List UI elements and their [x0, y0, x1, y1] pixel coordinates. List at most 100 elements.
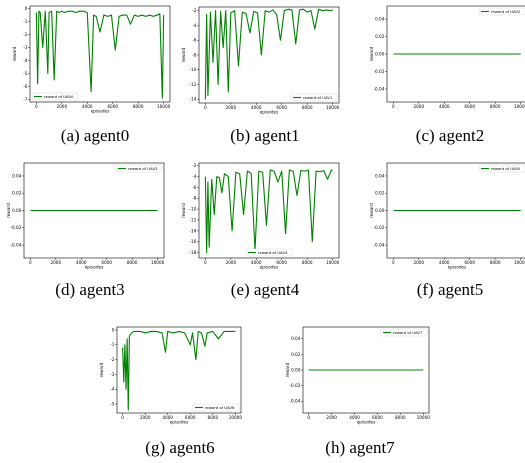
x-tick-label: 2000	[413, 104, 424, 109]
x-tick-label: 0	[204, 105, 207, 110]
y-tick-label: 0.04	[12, 173, 22, 178]
x-tick-label: 0	[121, 415, 124, 420]
x-axis-label: episodes	[357, 420, 376, 425]
x-tick-label: 2000	[140, 415, 151, 420]
x-tick-label: 6000	[107, 104, 118, 109]
y-tick-label: -0.02	[374, 225, 385, 230]
legend-label: reward of UAV4	[258, 250, 288, 255]
x-tick-label: 10000	[514, 104, 525, 109]
chart-agent3: 0 2000 4000 6000 8000 10000 0.04 0.02 0.00 -0.02 -…	[6, 162, 165, 270]
x-tick-label: 6000	[464, 104, 475, 109]
y-tick-label: 0.02	[375, 191, 385, 196]
y-tick-label: -5	[110, 402, 115, 407]
legend-label: reward of UAV3	[128, 166, 158, 171]
x-tick-label: 10000	[417, 415, 431, 420]
x-tick-label: 8000	[490, 104, 501, 109]
x-axis-label: episodes	[448, 265, 467, 270]
series-line	[204, 8, 333, 100]
y-tick-label: 0	[25, 6, 28, 11]
x-tick-label: 0	[204, 260, 207, 265]
legend-box	[478, 164, 525, 173]
x-tick-label: 2000	[326, 415, 337, 420]
subplot-agent4: 0 2000 4000 6000 8000 10000 -2 -4 -6 -8 -10 -12 -14 -…	[175, 158, 350, 308]
x-tick-label: 4000	[439, 104, 450, 109]
x-tick-label: 2000	[50, 260, 61, 265]
x-tick-label: 10000	[514, 260, 525, 265]
x-axis-label: episodes	[170, 420, 189, 425]
legend-label: reward of UAV1	[303, 95, 333, 100]
y-tick-label: -14	[190, 228, 197, 233]
subplot-agent1: 0 2000 4000 6000 8000 10000 -2 -4 -6 -8 -10 -12 -14 e…	[175, 0, 350, 150]
y-tick-label: -4	[192, 174, 197, 179]
y-tick-label: 0.00	[291, 367, 301, 372]
y-tick-label: -6	[192, 38, 197, 43]
y-axis-label: reward	[181, 203, 186, 218]
y-tick-label: -2	[192, 8, 197, 13]
y-tick-label: -4	[23, 58, 28, 63]
subplot-agent6: 0 2000 4000 6000 8000 10000 0 -1 -2 -3 -4 -5 episode…	[90, 318, 265, 463]
y-tick-label: -3	[110, 372, 115, 377]
x-tick-label: 4000	[251, 105, 262, 110]
y-tick-label: -6	[192, 185, 197, 190]
legend-box	[380, 328, 428, 337]
x-axis-label: episodes	[85, 265, 104, 270]
legend-box	[115, 164, 163, 173]
x-tick-label: 10000	[326, 260, 340, 265]
y-tick-label: -14	[190, 97, 197, 102]
y-tick-label: -2	[192, 163, 197, 168]
x-tick-label: 2000	[413, 260, 424, 265]
x-axis-label: episodes	[260, 265, 279, 270]
y-axis-label: reward	[6, 203, 11, 218]
y-tick-label: 0.04	[291, 336, 301, 341]
y-tick-label: -1	[23, 19, 28, 24]
x-tick-label: 10000	[151, 260, 165, 265]
legend-label: reward of UAV2	[491, 9, 521, 14]
caption-agent6: (g) agent6	[145, 438, 215, 457]
y-tick-label: -5	[23, 71, 28, 76]
x-tick-label: 2000	[225, 260, 236, 265]
y-tick-label: -4	[110, 387, 115, 392]
y-tick-label: 0.02	[291, 352, 301, 357]
chart-agent7: 0 2000 4000 6000 8000 10000 0.04 0.02 0.00 -0.02 -…	[285, 326, 431, 425]
y-tick-label: -16	[190, 239, 197, 244]
x-tick-label: 4000	[162, 415, 173, 420]
x-tick-label: 0	[29, 260, 32, 265]
plot-frame	[116, 326, 242, 414]
y-axis-label: reward	[369, 203, 374, 218]
chart-agent2: 0 2000 4000 6000 8000 10000 0.04 0.02 0.00 -0.02 -…	[369, 5, 525, 109]
legend-label: reward of UAV5	[491, 166, 521, 171]
series-line	[122, 330, 236, 411]
chart-agent0: 0 2000 4000 6000 8000 10000 0 -1 -2 -3 -4 -5 -6 -7 epi…	[12, 5, 171, 114]
y-tick-label: -0.04	[11, 242, 22, 247]
x-tick-label: 8000	[133, 104, 144, 109]
y-tick-label: -12	[190, 82, 197, 87]
x-tick-label: 10000	[229, 415, 243, 420]
x-tick-label: 4000	[439, 260, 450, 265]
x-tick-label: 10000	[326, 105, 340, 110]
x-tick-label: 6000	[372, 415, 383, 420]
y-tick-label: 0.00	[375, 208, 385, 213]
caption-agent3: (d) agent3	[55, 280, 125, 299]
x-tick-label: 8000	[490, 260, 501, 265]
y-tick-label: 0.04	[375, 16, 385, 21]
legend-label: reward of UAV0	[44, 94, 74, 99]
x-tick-label: 4000	[76, 260, 87, 265]
y-tick-label: -10	[190, 207, 197, 212]
subplot-agent5: 0 2000 4000 6000 8000 10000 0.04 0.02 0.00 -0.02 -…	[350, 158, 525, 308]
subplot-agent7: 0 2000 4000 6000 8000 10000 0.04 0.02 0.00 -0.02 -…	[270, 318, 445, 463]
x-tick-label: 4000	[82, 104, 93, 109]
y-tick-label: -4	[192, 23, 197, 28]
caption-agent5: (f) agent5	[416, 280, 484, 299]
x-tick-label: 4000	[251, 260, 262, 265]
y-axis-label: reward	[99, 362, 104, 377]
series-line	[35, 10, 165, 99]
plot-frame	[29, 5, 171, 103]
y-tick-label: -7	[23, 97, 28, 102]
x-tick-label: 6000	[185, 415, 196, 420]
x-tick-label: 6000	[276, 260, 287, 265]
y-tick-label: -10	[190, 67, 197, 72]
x-tick-label: 0	[392, 260, 395, 265]
y-tick-label: -0.04	[290, 399, 301, 404]
y-axis-label: reward	[12, 46, 17, 61]
legend-label: reward of UAV6	[205, 405, 235, 410]
